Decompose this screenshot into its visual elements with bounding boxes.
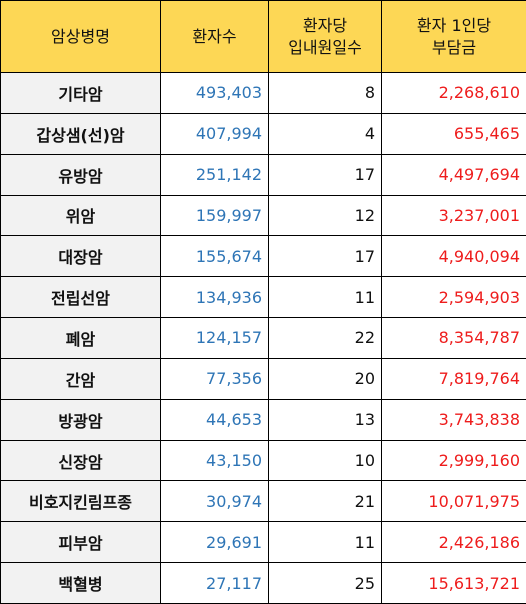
cell-patient-count: 159,997: [160, 194, 269, 237]
cell-patient-count: 124,157: [160, 317, 269, 359]
cell-patient-count: 27,117: [160, 562, 269, 604]
cell-cancer-name: 전립선암: [0, 276, 161, 319]
cell-cancer-name: 간암: [0, 357, 161, 400]
cell-cost: 655,465: [381, 112, 526, 155]
cell-cost: 3,743,838: [381, 398, 526, 441]
cell-cancer-name: 폐암: [0, 317, 161, 359]
header-visit-days-line2: 입내원일수: [288, 37, 362, 57]
cell-visit-days: 8: [268, 72, 382, 114]
cell-cost: 3,237,001: [381, 194, 526, 237]
cell-cancer-name: 기타암: [0, 72, 161, 114]
cell-cancer-name: 유방암: [0, 153, 161, 196]
cell-patient-count: 44,653: [160, 398, 269, 441]
cell-patient-count: 251,142: [160, 153, 269, 196]
cell-cost: 4,497,694: [381, 153, 526, 196]
cell-visit-days: 21: [268, 480, 382, 523]
cell-cancer-name: 갑상샘(선)암: [0, 112, 161, 155]
header-cost-line2: 부담금: [431, 37, 477, 57]
cell-visit-days: 17: [268, 153, 382, 196]
cell-patient-count: 43,150: [160, 439, 269, 482]
header-visit-days-line1: 환자당: [302, 15, 348, 35]
table-header-row: 암상병명 환자수 환자당 입내원일수 환자 1인당 부담금: [0, 0, 526, 73]
cell-patient-count: 493,403: [160, 72, 269, 114]
table-row: 기타암 493,403 8 2,268,610: [0, 72, 526, 114]
header-cancer-name-label: 암상병명: [51, 26, 110, 46]
cell-patient-count: 155,674: [160, 235, 269, 278]
cell-patient-count: 30,974: [160, 480, 269, 523]
cell-patient-count: 77,356: [160, 357, 269, 400]
cell-cancer-name: 신장암: [0, 439, 161, 482]
cell-cancer-name: 위암: [0, 194, 161, 237]
cell-patient-count: 29,691: [160, 521, 269, 564]
cell-visit-days: 11: [268, 521, 382, 564]
cell-visit-days: 17: [268, 235, 382, 278]
table-row: 신장암 43,150 10 2,999,160: [0, 439, 526, 482]
cell-cancer-name: 대장암: [0, 235, 161, 278]
cell-cost: 2,268,610: [381, 72, 526, 114]
header-cost-line1: 환자 1인당: [416, 15, 492, 35]
cell-cost: 4,940,094: [381, 235, 526, 278]
cell-cancer-name: 백혈병: [0, 562, 161, 604]
header-cancer-name: 암상병명: [0, 0, 161, 73]
cell-cost: 8,354,787: [381, 317, 526, 359]
cell-visit-days: 10: [268, 439, 382, 482]
table-row: 비호지킨림프종 30,974 21 10,071,975: [0, 480, 526, 523]
cell-cost: 10,071,975: [381, 480, 526, 523]
cell-visit-days: 25: [268, 562, 382, 604]
table-row: 갑상샘(선)암 407,994 4 655,465: [0, 112, 526, 155]
cell-visit-days: 4: [268, 112, 382, 155]
cell-cancer-name: 피부암: [0, 521, 161, 564]
table-row: 피부암 29,691 11 2,426,186: [0, 521, 526, 564]
table-row: 백혈병 27,117 25 15,613,721: [0, 562, 526, 604]
cell-cost: 2,594,903: [381, 276, 526, 319]
cell-visit-days: 13: [268, 398, 382, 441]
cell-patient-count: 134,936: [160, 276, 269, 319]
table-row: 대장암 155,674 17 4,940,094: [0, 235, 526, 278]
cell-cost: 2,999,160: [381, 439, 526, 482]
table-row: 방광암 44,653 13 3,743,838: [0, 398, 526, 441]
cell-cost: 15,613,721: [381, 562, 526, 604]
cell-visit-days: 12: [268, 194, 382, 237]
cell-visit-days: 11: [268, 276, 382, 319]
table-row: 위암 159,997 12 3,237,001: [0, 194, 526, 237]
cell-cancer-name: 방광암: [0, 398, 161, 441]
table-row: 간암 77,356 20 7,819,764: [0, 357, 526, 400]
cell-cost: 7,819,764: [381, 357, 526, 400]
cell-patient-count: 407,994: [160, 112, 269, 155]
cell-visit-days: 20: [268, 357, 382, 400]
cell-visit-days: 22: [268, 317, 382, 359]
header-cost-per-patient: 환자 1인당 부담금: [381, 0, 526, 73]
table-row: 유방암 251,142 17 4,497,694: [0, 153, 526, 196]
cell-cost: 2,426,186: [381, 521, 526, 564]
table-row: 폐암 124,157 22 8,354,787: [0, 317, 526, 359]
table-row: 전립선암 134,936 11 2,594,903: [0, 276, 526, 319]
cell-cancer-name: 비호지킨림프종: [0, 480, 161, 523]
header-patient-count-label: 환자수: [192, 26, 237, 46]
header-patient-count: 환자수: [160, 0, 269, 73]
header-visit-days: 환자당 입내원일수: [268, 0, 382, 73]
